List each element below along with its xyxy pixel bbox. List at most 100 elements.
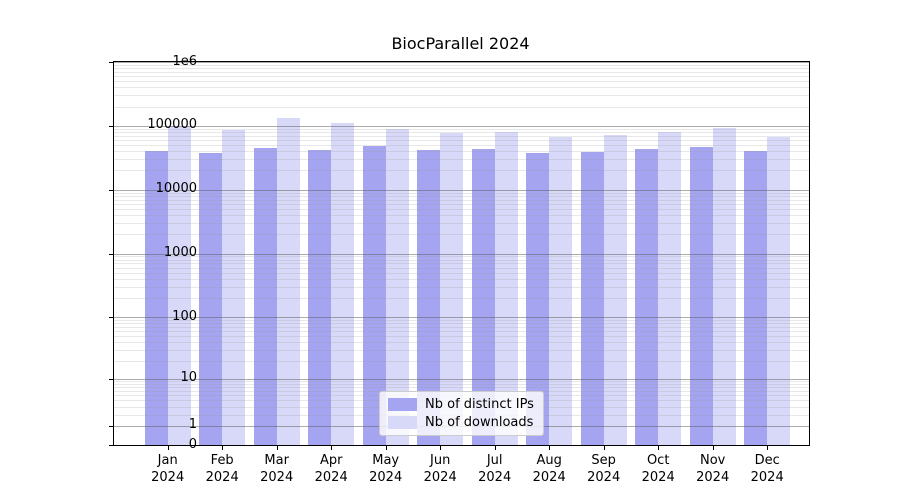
gridline-minor-60000 bbox=[114, 140, 809, 141]
xtick-label-may: May 2024 bbox=[356, 452, 416, 486]
xtick-year: 2024 bbox=[750, 470, 784, 485]
xtick-label-feb: Feb 2024 bbox=[192, 452, 252, 486]
bar-distinct-ips-may bbox=[362, 146, 386, 445]
bar-downloads-dec bbox=[767, 136, 791, 445]
gridline-minor-7000 bbox=[114, 199, 809, 201]
gridline-minor-8000 bbox=[114, 195, 809, 197]
ytick-label-10: 10 bbox=[180, 370, 197, 385]
bar-downloads-jul bbox=[494, 131, 518, 445]
ytick-mark-100000 bbox=[109, 125, 114, 127]
xtick-year: 2024 bbox=[423, 470, 457, 485]
gridline-minor-200000 bbox=[114, 106, 809, 108]
xtick-year: 2024 bbox=[696, 470, 730, 485]
gridline-minor-50000 bbox=[114, 145, 809, 146]
gridline-minor-700 bbox=[114, 263, 809, 265]
ytick-mark-1 bbox=[109, 425, 114, 427]
xtick-year: 2024 bbox=[314, 470, 348, 485]
xtick-mark-jan bbox=[167, 445, 169, 450]
bar-downloads-jan bbox=[167, 126, 191, 445]
gridline-minor-700000 bbox=[114, 71, 809, 73]
gridline-major-10000 bbox=[114, 189, 809, 191]
gridline-minor-4000 bbox=[114, 215, 809, 217]
xtick-mark-jun bbox=[440, 445, 442, 450]
gridline-minor-20000 bbox=[114, 170, 809, 172]
gridline-minor-300000 bbox=[114, 95, 809, 97]
gridline-minor-90000 bbox=[114, 128, 809, 130]
xtick-mark-dec bbox=[767, 445, 769, 450]
gridline-minor-800000 bbox=[114, 68, 809, 70]
gridline-major-1000000 bbox=[114, 62, 809, 63]
xtick-mark-sep bbox=[603, 445, 605, 450]
xtick-year: 2024 bbox=[532, 470, 566, 485]
legend-swatch-distinct-ips bbox=[388, 398, 417, 411]
bar-distinct-ips-oct bbox=[635, 148, 659, 445]
ytick-mark-10000 bbox=[109, 189, 114, 191]
gridline-minor-900000 bbox=[114, 64, 809, 66]
gridline-minor-8 bbox=[114, 384, 809, 386]
bar-distinct-ips-jan bbox=[144, 151, 168, 445]
bar-distinct-ips-apr bbox=[308, 149, 332, 445]
gridline-minor-60 bbox=[114, 331, 809, 332]
gridline-minor-5000 bbox=[114, 208, 809, 210]
xtick-label-jan: Jan 2024 bbox=[138, 452, 198, 486]
bar-downloads-oct bbox=[658, 132, 682, 445]
xtick-month: Nov bbox=[700, 453, 726, 468]
xtick-month: Jun bbox=[430, 453, 451, 468]
gridline-minor-6000 bbox=[114, 203, 809, 205]
bar-downloads-aug bbox=[549, 137, 573, 445]
gridline-minor-30000 bbox=[114, 159, 809, 161]
bar-distinct-ips-sep bbox=[580, 152, 604, 445]
gridline-minor-3000 bbox=[114, 223, 809, 224]
bar-distinct-ips-feb bbox=[199, 153, 223, 445]
gridline-minor-90 bbox=[114, 319, 809, 321]
xtick-year: 2024 bbox=[151, 470, 185, 485]
gridline-major-100000 bbox=[114, 125, 809, 127]
xtick-label-sep: Sep 2024 bbox=[574, 452, 634, 486]
xtick-year: 2024 bbox=[260, 470, 294, 485]
gridline-minor-40000 bbox=[114, 151, 809, 153]
bar-distinct-ips-mar bbox=[253, 147, 277, 445]
gridline-major-10 bbox=[114, 378, 809, 380]
xtick-label-dec: Dec 2024 bbox=[737, 452, 797, 486]
bar-downloads-mar bbox=[276, 117, 300, 445]
xtick-label-apr: Apr 2024 bbox=[301, 452, 361, 486]
gridline-minor-500 bbox=[114, 272, 809, 274]
gridline-minor-200 bbox=[114, 298, 809, 299]
xtick-mark-mar bbox=[276, 445, 278, 450]
gridline-minor-80 bbox=[114, 323, 809, 325]
xtick-month: Feb bbox=[210, 453, 234, 468]
ytick-mark-100 bbox=[109, 317, 114, 319]
xtick-year: 2024 bbox=[641, 470, 675, 485]
xtick-year: 2024 bbox=[587, 470, 621, 485]
gridline-minor-400 bbox=[114, 278, 809, 280]
gridline-minor-70000 bbox=[114, 135, 809, 137]
bar-downloads-sep bbox=[603, 135, 627, 445]
xtick-mark-jul bbox=[494, 445, 496, 450]
ytick-label-1e6: 1e6 bbox=[172, 53, 197, 69]
bar-distinct-ips-jul bbox=[471, 149, 495, 445]
gridline-minor-900 bbox=[114, 256, 809, 258]
ytick-mark-1e6 bbox=[109, 62, 114, 63]
bar-distinct-ips-aug bbox=[526, 153, 550, 445]
bar-downloads-jun bbox=[440, 132, 464, 445]
bar-downloads-feb bbox=[222, 130, 246, 445]
gridline-minor-40 bbox=[114, 342, 809, 344]
legend-item-downloads: Nb of downloads bbox=[388, 415, 534, 430]
ytick-mark-1000 bbox=[109, 253, 114, 255]
xtick-month: Aug bbox=[536, 453, 562, 468]
gridline-minor-500000 bbox=[114, 81, 809, 83]
xtick-mark-apr bbox=[331, 445, 333, 450]
legend-item-distinct-ips: Nb of distinct IPs bbox=[388, 397, 534, 412]
xtick-mark-nov bbox=[712, 445, 714, 450]
xtick-mark-aug bbox=[549, 445, 551, 450]
gridline-minor-600000 bbox=[114, 76, 809, 78]
bar-downloads-apr bbox=[331, 123, 355, 445]
gridline-minor-800 bbox=[114, 259, 809, 261]
legend-label-distinct-ips: Nb of distinct IPs bbox=[425, 397, 534, 412]
xtick-month: May bbox=[372, 453, 400, 468]
xtick-month: Oct bbox=[646, 453, 670, 468]
gridline-minor-20 bbox=[114, 360, 809, 362]
xtick-label-jul: Jul 2024 bbox=[465, 452, 525, 486]
xtick-mark-feb bbox=[222, 445, 224, 450]
xtick-mark-oct bbox=[658, 445, 660, 450]
